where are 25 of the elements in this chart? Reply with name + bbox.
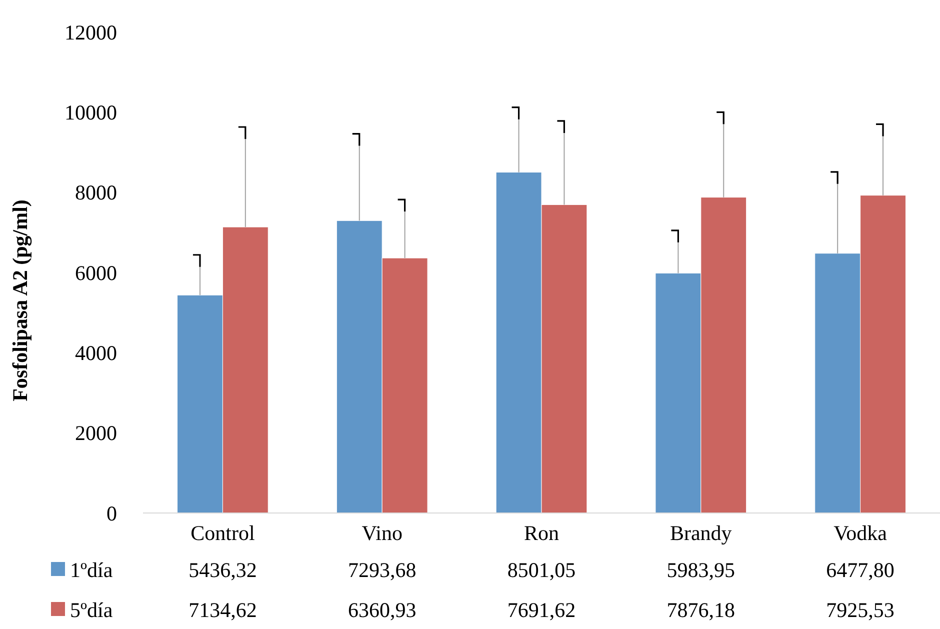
y-tick-label: 4000 — [75, 341, 117, 366]
data-label: 7876,18 — [666, 598, 736, 622]
data-label: 7691,62 — [507, 598, 576, 622]
data-label: 6477,80 — [826, 558, 894, 582]
y-tick-label: 6000 — [75, 260, 117, 285]
legend-label: 5ºdía — [70, 598, 114, 622]
x-tick-label: Ron — [524, 521, 560, 545]
y-tick-label: 10000 — [64, 100, 117, 125]
x-tick-label: Brandy — [670, 521, 732, 545]
data-label: 5983,95 — [666, 558, 736, 582]
data-label: 7925,53 — [826, 598, 894, 622]
x-tick-label: Vodka — [834, 521, 888, 545]
x-tick-label: Control — [190, 521, 255, 545]
data-label: 8501,05 — [507, 558, 576, 582]
data-label: 6360,93 — [348, 598, 416, 622]
y-tick-label: 0 — [106, 501, 117, 526]
y-tick-label: 2000 — [75, 421, 117, 446]
y-axis-title: Fosfolipasa A2 (pg/ml) — [8, 200, 32, 402]
legend-label: 1ºdía — [70, 558, 114, 582]
data-label: 7134,62 — [188, 598, 257, 622]
y-tick-label: 8000 — [75, 180, 117, 205]
data-label: 7293,68 — [348, 558, 416, 582]
x-tick-label: Vino — [362, 521, 402, 545]
data-label: 5436,32 — [188, 558, 257, 582]
y-tick-label: 12000 — [64, 20, 117, 44]
